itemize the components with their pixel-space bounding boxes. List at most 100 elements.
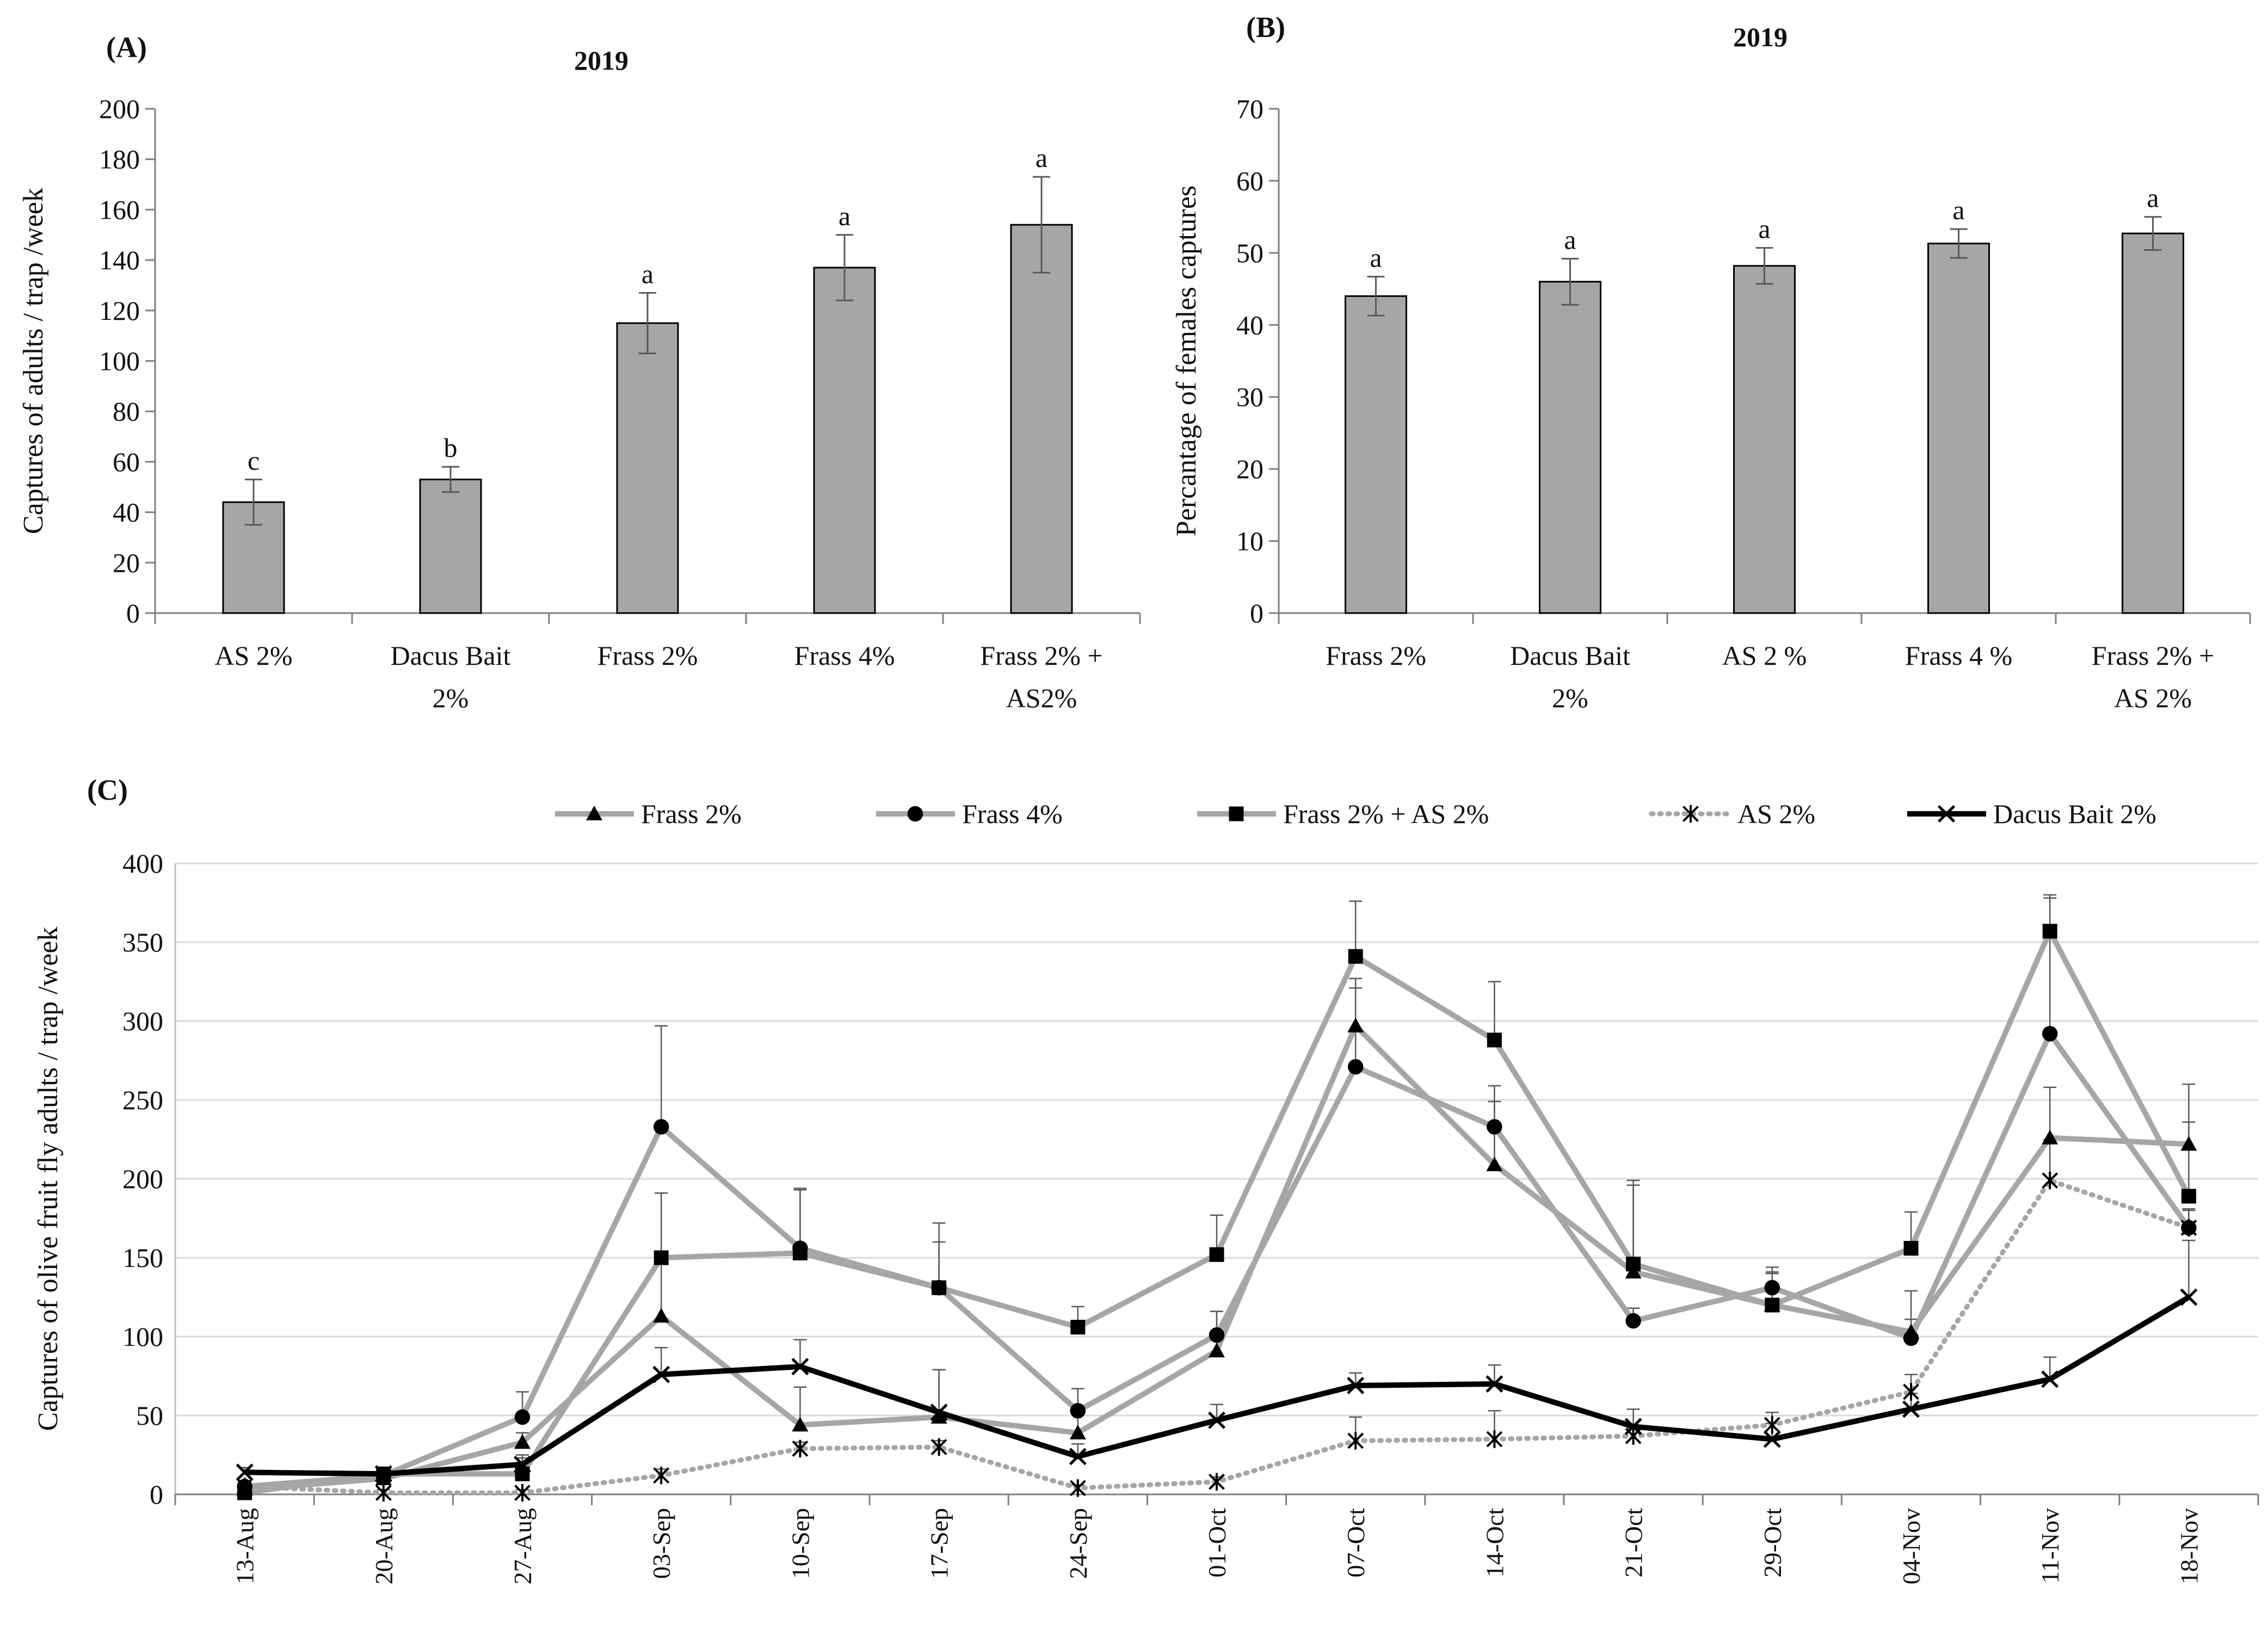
x-category-label: Frass 2% + AS2%: [980, 640, 1102, 713]
y-axis-title: Percantage of females captures: [1171, 186, 1202, 536]
x-category-label-line: Frass 4 %: [1905, 640, 2012, 671]
circle-marker: [2042, 1025, 2058, 1042]
asterisk-marker: [1347, 1432, 1364, 1450]
y-tick-label: 200: [99, 94, 140, 124]
x-date-label: 18-Nov: [2175, 1508, 2203, 1585]
x-category-label: Frass 2% + AS 2%: [2092, 640, 2214, 713]
significance-label: c: [248, 445, 260, 475]
x-category-label-line: AS 2%: [214, 640, 292, 671]
x-marker: [1937, 805, 1956, 823]
x-marker: [1207, 1411, 1226, 1429]
legend-label: Frass 2%: [641, 799, 742, 829]
x-marker: [1624, 1418, 1642, 1436]
circle-marker: [1070, 1403, 1086, 1419]
bar: [1010, 224, 1073, 614]
x-date-label: 01-Oct: [1203, 1508, 1231, 1578]
square-marker: [2042, 924, 2057, 939]
x-marker: [1347, 1376, 1365, 1394]
circle-marker: [907, 806, 923, 822]
square-marker: [1209, 1247, 1224, 1262]
y-tick-label: 140: [99, 245, 140, 275]
x-marker: [791, 1358, 809, 1376]
y-tick-label: 30: [1236, 382, 1264, 412]
bar: [2122, 232, 2184, 614]
legend-label: AS 2%: [1737, 799, 1815, 829]
asterisk-marker: [514, 1484, 531, 1502]
x-date-label: 21-Oct: [1620, 1508, 1648, 1578]
x-category-label-line: Frass 2% +: [980, 640, 1102, 671]
y-tick-label: 60: [1236, 165, 1264, 196]
x-category-label-line: 2%: [433, 683, 469, 713]
triangle-marker: [2180, 1136, 2197, 1151]
circle-marker: [653, 1119, 669, 1135]
asterisk-marker: [1764, 1416, 1780, 1434]
x-date-label: 17-Sep: [926, 1508, 953, 1579]
chart-title: 2019: [574, 45, 628, 76]
square-marker: [792, 1245, 808, 1260]
circle-marker: [1487, 1119, 1502, 1135]
x-category-label-line: Frass 2%: [1326, 640, 1426, 671]
square-marker: [1626, 1257, 1641, 1272]
bar: [1733, 265, 1796, 614]
triangle-marker: [514, 1434, 531, 1449]
x-date-label: 29-Oct: [1759, 1508, 1786, 1578]
panel-label: (C): [87, 774, 128, 806]
panel-a-chart: (A) 2019 Captures of adults / trap /week 0 2…: [18, 31, 1141, 713]
asterisk-marker: [930, 1438, 947, 1456]
y-tick-label: 180: [99, 144, 140, 175]
x-marker: [1902, 1400, 1920, 1418]
y-tick-label: 400: [122, 848, 163, 879]
x-category-label-line: AS 2 %: [1722, 640, 1807, 671]
square-marker: [932, 1280, 947, 1295]
y-tick-label: 250: [122, 1085, 163, 1115]
x-marker: [1763, 1430, 1781, 1448]
significance-label: a: [642, 258, 654, 289]
triangle-marker: [1209, 1343, 1225, 1358]
x-category-label: Dacus Bait 2%: [391, 640, 511, 713]
legend-label: Frass 2% + AS 2%: [1283, 799, 1489, 829]
y-axis-title: Captures of olive fruit fly adults / tra…: [33, 926, 64, 1431]
bar: [616, 322, 679, 614]
legend-label: Dacus Bait 2%: [1993, 799, 2156, 829]
square-marker: [1765, 1297, 1780, 1313]
square-marker: [1903, 1241, 1919, 1256]
x-category-label-line: AS 2%: [2114, 683, 2192, 713]
triangle-marker: [653, 1308, 670, 1323]
significance-label: a: [1370, 243, 1382, 273]
square-marker: [1348, 949, 1363, 964]
x-marker: [930, 1404, 948, 1421]
significance-label: a: [1036, 143, 1047, 173]
x-marker: [2180, 1288, 2198, 1306]
y-tick-label: 350: [122, 927, 163, 957]
x-marker: [652, 1365, 670, 1383]
y-tick-label: 40: [113, 497, 140, 528]
triangle-marker: [792, 1417, 809, 1432]
x-category-label-line: Frass 2% +: [2092, 640, 2214, 671]
bar: [1345, 295, 1407, 614]
panel-label: (B): [1246, 11, 1285, 44]
y-tick-label: 60: [113, 447, 140, 477]
triangle-marker: [930, 1408, 947, 1424]
panel-c-chart: (C) Captures of olive fruit fly adults / …: [33, 774, 2259, 1585]
x-category-label-line: Dacus Bait: [391, 640, 511, 671]
y-tick-label: 0: [150, 1479, 163, 1510]
significance-label: b: [444, 432, 458, 463]
x-category-label-line: Frass 4%: [794, 640, 895, 671]
y-tick-label: 10: [1236, 526, 1264, 557]
circle-marker: [1625, 1313, 1641, 1329]
significance-label: a: [1952, 195, 1964, 225]
x-marker: [236, 1463, 254, 1481]
y-tick-label: 300: [122, 1006, 163, 1036]
significance-label: a: [1564, 224, 1576, 255]
asterisk-marker: [1209, 1473, 1225, 1491]
y-tick-label: 150: [122, 1243, 163, 1273]
y-tick-label: 50: [1236, 238, 1264, 268]
y-tick-label: 100: [99, 346, 140, 376]
triangle-marker: [1486, 1156, 1503, 1171]
y-tick-label: 50: [136, 1400, 163, 1431]
x-category-label-line: Frass 2%: [597, 640, 698, 671]
x-marker: [513, 1455, 532, 1473]
asterisk-marker: [1069, 1479, 1086, 1497]
x-category-label-line: Dacus Bait: [1510, 640, 1630, 671]
